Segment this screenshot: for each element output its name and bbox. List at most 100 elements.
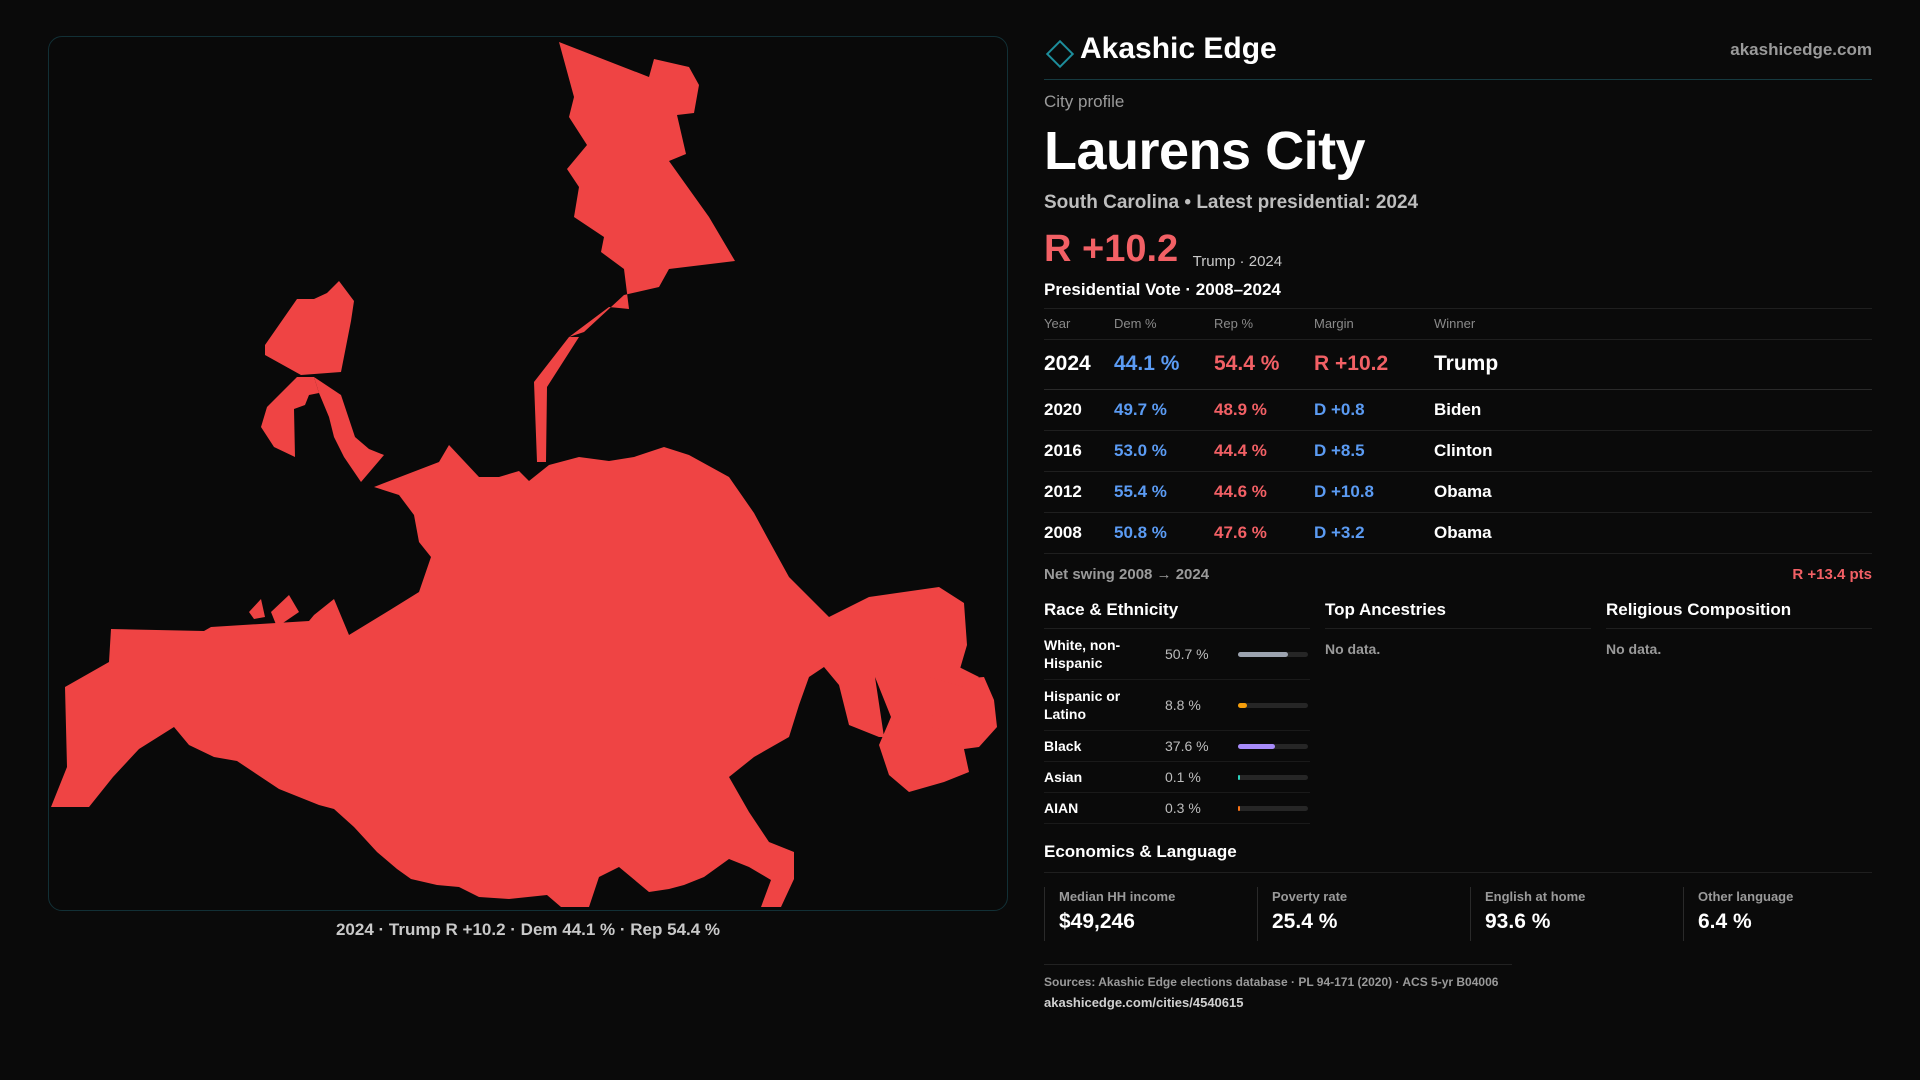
religion-empty: No data.	[1606, 640, 1662, 657]
sources-footer: Sources: Akashic Edge elections database…	[1044, 964, 1512, 1010]
city-boundary-svg	[51, 42, 997, 907]
latest-margin-note: Trump · 2024	[1192, 253, 1283, 270]
table-header-row: Year Dem % Rep % Margin Winner	[1044, 309, 1872, 340]
column-header-year: Year	[1044, 309, 1114, 340]
race-value: 0.1 %	[1165, 768, 1201, 785]
vote-section-title: Presidential Vote · 2008–2024	[1044, 280, 1872, 309]
stat-label: Poverty rate	[1272, 888, 1348, 904]
race-label: AIAN	[1044, 799, 1079, 816]
stat-english-at-home: English at home 93.6 %	[1470, 886, 1683, 941]
page-subtitle: South Carolina • Latest presidential: 20…	[1044, 192, 1419, 213]
stat-value: 6.4 %	[1698, 909, 1752, 933]
cell-margin: R +10.2	[1314, 339, 1434, 390]
city-boundary-fragment	[271, 595, 299, 627]
stat-value: 25.4 %	[1272, 909, 1338, 933]
race-bar	[1238, 651, 1308, 657]
net-swing: Net swing 2008 → 2024 R +13.4 pts	[1044, 566, 1872, 586]
ancestries-section: Top Ancestries No data.	[1325, 600, 1591, 657]
race-row: White, non-Hispanic 50.7 %	[1044, 629, 1310, 680]
net-swing-label: Net swing 2008 → 2024	[1044, 565, 1210, 583]
cell-margin: D +10.8	[1314, 471, 1434, 513]
latest-margin-value: R +10.2	[1044, 228, 1179, 270]
stat-value: $49,246	[1059, 909, 1135, 933]
city-boundary-map	[48, 36, 1008, 911]
race-row: Black 37.6 %	[1044, 731, 1310, 762]
race-bar-fill	[1238, 805, 1240, 811]
race-value: 50.7 %	[1165, 645, 1209, 662]
city-profile-panel: Akashic Edge akashicedge.com City profil…	[1044, 30, 1872, 965]
cell-year: 2008	[1044, 512, 1114, 554]
table-row: 2024 44.1 % 54.4 % R +10.2 Trump	[1044, 339, 1872, 390]
cell-dem: 44.1 %	[1114, 339, 1214, 390]
stat-poverty-rate: Poverty rate 25.4 %	[1257, 886, 1470, 941]
stat-median-income: Median HH income $49,246	[1044, 886, 1257, 941]
ancestries-title: Top Ancestries	[1325, 600, 1591, 629]
religion-section: Religious Composition No data.	[1606, 600, 1872, 657]
cell-margin: D +0.8	[1314, 389, 1434, 431]
column-header-margin: Margin	[1314, 309, 1434, 340]
cell-year: 2024	[1044, 339, 1114, 390]
cell-dem: 49.7 %	[1114, 389, 1214, 431]
cell-year: 2012	[1044, 471, 1114, 513]
race-label: Hispanic or Latino	[1044, 687, 1121, 722]
race-value: 8.8 %	[1165, 696, 1201, 713]
race-row: Hispanic or Latino 8.8 %	[1044, 680, 1310, 731]
diamond-logo-icon	[1045, 39, 1075, 69]
race-bar-fill	[1238, 774, 1240, 780]
page-kicker: City profile	[1044, 92, 1125, 111]
city-boundary-east-island	[929, 715, 944, 729]
stat-value: 93.6 %	[1485, 909, 1551, 933]
table-row: 2016 53.0 % 44.4 % D +8.5 Clinton	[1044, 430, 1872, 472]
cell-dem: 50.8 %	[1114, 512, 1214, 554]
race-label: Black	[1044, 737, 1082, 754]
race-value: 0.3 %	[1165, 799, 1201, 816]
sources-text: Sources: Akashic Edge elections database…	[1044, 975, 1499, 989]
race-section-title: Race & Ethnicity	[1044, 600, 1310, 629]
race-bar-fill	[1238, 702, 1247, 708]
race-row: Asian 0.1 %	[1044, 762, 1310, 793]
cell-rep: 47.6 %	[1214, 512, 1314, 554]
cell-rep: 44.6 %	[1214, 471, 1314, 513]
race-bar	[1238, 702, 1308, 708]
city-boundary-fragment	[249, 599, 265, 619]
cell-rep: 54.4 %	[1214, 339, 1314, 390]
cell-year: 2020	[1044, 389, 1114, 431]
cell-winner: Clinton	[1434, 430, 1872, 472]
cell-dem: 55.4 %	[1114, 471, 1214, 513]
page-title: Laurens City	[1044, 121, 1366, 181]
city-boundary-west-blob	[261, 377, 319, 457]
vote-history-table: Year Dem % Rep % Margin Winner 2024 44.1…	[1044, 309, 1872, 554]
sources-url-link[interactable]: akashicedge.com/cities/4540615	[1044, 995, 1244, 1010]
cell-year: 2016	[1044, 430, 1114, 472]
column-header-dem: Dem %	[1114, 309, 1214, 340]
table-row: 2012 55.4 % 44.6 % D +10.8 Obama	[1044, 471, 1872, 513]
ancestries-empty: No data.	[1325, 640, 1381, 657]
map-caption: 2024 · Trump R +10.2 · Dem 44.1 % · Rep …	[335, 920, 721, 939]
city-boundary-corridor	[534, 337, 579, 462]
city-boundary-north-lobe	[559, 42, 735, 337]
race-label: White, non-Hispanic	[1044, 636, 1121, 671]
brand-header: Akashic Edge akashicedge.com	[1044, 30, 1872, 80]
cell-margin: D +3.2	[1314, 512, 1434, 554]
cell-winner: Trump	[1434, 339, 1872, 390]
cell-rep: 44.4 %	[1214, 430, 1314, 472]
race-bar	[1238, 805, 1308, 811]
brand-url-link[interactable]: akashicedge.com	[1730, 40, 1872, 59]
race-bar-fill	[1238, 651, 1288, 657]
race-bar	[1238, 774, 1308, 780]
religion-title: Religious Composition	[1606, 600, 1872, 629]
stat-label: Median HH income	[1059, 888, 1176, 904]
race-bar-fill	[1238, 743, 1275, 749]
race-ethnicity-section: Race & Ethnicity White, non-Hispanic 50.…	[1044, 600, 1310, 824]
table-row: 2020 49.7 % 48.9 % D +0.8 Biden	[1044, 389, 1872, 431]
cell-winner: Obama	[1434, 512, 1872, 554]
city-boundary-west-blob	[265, 281, 354, 375]
demographics-columns: Race & Ethnicity White, non-Hispanic 50.…	[1044, 600, 1872, 842]
race-value: 37.6 %	[1165, 737, 1209, 754]
race-row: AIAN 0.3 %	[1044, 793, 1310, 824]
city-boundary-main	[51, 445, 997, 907]
race-bar	[1238, 743, 1308, 749]
city-boundary-arm	[314, 377, 384, 482]
stat-label: English at home	[1485, 888, 1586, 904]
cell-winner: Obama	[1434, 471, 1872, 513]
